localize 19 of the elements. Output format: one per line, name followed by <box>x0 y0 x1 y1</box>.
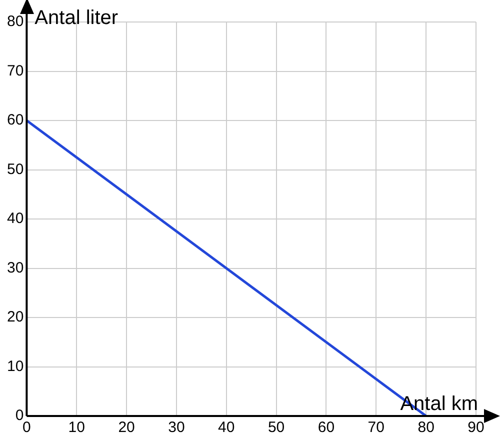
y-tick-label: 50 <box>6 160 24 178</box>
y-tick-label: 70 <box>6 62 24 80</box>
x-tick-label: 70 <box>368 419 384 436</box>
y-tick-label: 40 <box>6 210 24 228</box>
x-tick-label: 90 <box>468 419 484 436</box>
y-axis-title: Antal liter <box>34 7 118 29</box>
x-tick-label: 20 <box>118 419 135 436</box>
y-tick-label: 30 <box>6 259 24 276</box>
y-tick-label: 60 <box>6 112 24 129</box>
x-tick-label: 40 <box>218 419 235 436</box>
x-tick-label: 50 <box>268 419 285 436</box>
x-tick-label: 10 <box>68 419 85 436</box>
y-tick-label: 10 <box>6 358 24 375</box>
x-tick-label: 30 <box>168 419 185 436</box>
x-tick-label: 60 <box>318 419 335 436</box>
y-tick-label: 20 <box>6 308 24 326</box>
x-tick-label: 80 <box>418 419 434 436</box>
y-tick-label: 80 <box>6 13 24 30</box>
y-tick-label: 0 <box>15 407 24 424</box>
